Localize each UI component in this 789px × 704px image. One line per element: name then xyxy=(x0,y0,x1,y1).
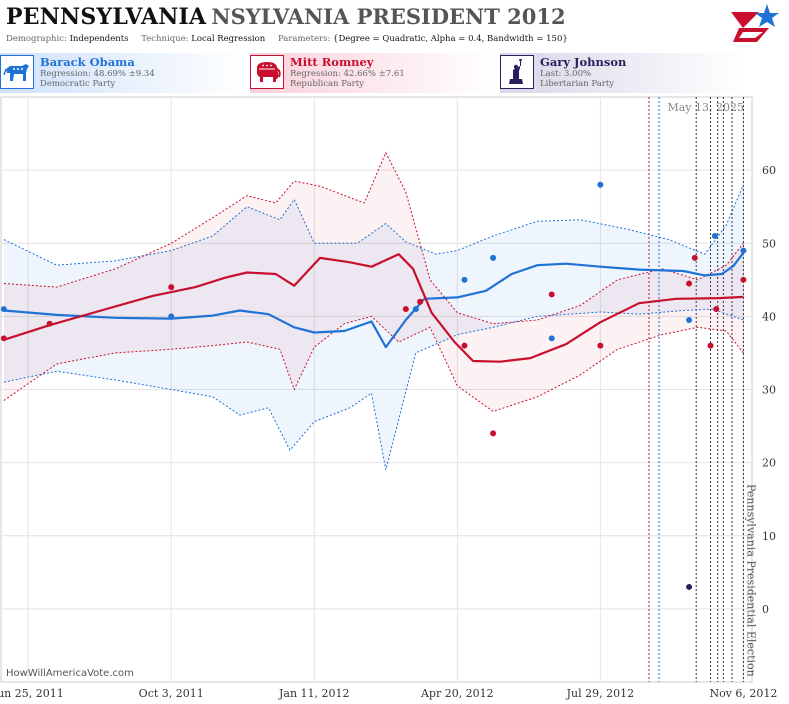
liberty-statue-icon xyxy=(500,55,534,89)
candidate-name: Gary Johnson xyxy=(540,55,627,69)
poll-point xyxy=(597,342,604,349)
y-tick-label: 0 xyxy=(762,603,769,616)
title-rest: NSYLVANIA PRESIDENT 2012 xyxy=(211,4,566,29)
parameters-value: {Degree = Quadratic, Alpha = 0.4, Bandwi… xyxy=(333,34,568,44)
poll-point xyxy=(548,335,555,342)
candidate-legend: Barack Obama Regression: 48.69% ±9.34 De… xyxy=(0,53,789,93)
poll-point xyxy=(686,583,693,590)
technique-value: Local Regression xyxy=(191,34,266,44)
candidate-name: Mitt Romney xyxy=(290,55,374,69)
poll-point xyxy=(686,317,693,324)
y-tick-label: 40 xyxy=(762,310,776,323)
candidate-name: Barack Obama xyxy=(40,55,135,69)
upper-bound-line xyxy=(3,151,744,325)
x-tick-label: Nov 6, 2012 xyxy=(709,687,777,700)
lower-bound-line xyxy=(3,315,744,412)
candidate-party: Libertarian Party xyxy=(540,79,615,89)
poll-chart: 0 10 20 30 40 50 60 Jun 25, 2011 Oct 3, 2011 Jan … xyxy=(0,96,777,700)
poll-point xyxy=(490,254,497,261)
poll-point xyxy=(740,247,747,254)
y-tick-label: 60 xyxy=(762,164,776,177)
x-tick-label: Oct 3, 2011 xyxy=(139,687,204,700)
donkey-icon xyxy=(0,55,34,89)
upper-bound-line xyxy=(3,184,744,266)
x-tick-label: Apr 20, 2012 xyxy=(420,687,494,700)
candidate-romney[interactable]: Mitt Romney Regression: 42.66% ±7.61 Rep… xyxy=(250,53,495,93)
poll-point xyxy=(707,342,714,349)
current-date-label: May 13, 2025 xyxy=(667,101,744,114)
site-logo-icon[interactable] xyxy=(729,2,781,48)
poll-point xyxy=(168,313,175,320)
poll-point xyxy=(597,181,604,188)
candidate-party: Republican Party xyxy=(290,79,364,89)
candidate-stat: Regression: 48.69% ±9.34 xyxy=(40,69,155,79)
poll-point xyxy=(713,306,720,313)
candidate-obama[interactable]: Barack Obama Regression: 48.69% ±9.34 De… xyxy=(0,53,245,93)
candidate-johnson[interactable]: Gary Johnson Last: 3.00% Libertarian Par… xyxy=(500,53,745,93)
poll-point xyxy=(490,430,497,437)
poll-point xyxy=(461,342,468,349)
chart-title: PENNSYLVANIA NSYLVANIA PRESIDENT 2012 xyxy=(6,4,566,34)
poll-point xyxy=(412,306,419,313)
poll-point xyxy=(0,306,7,313)
candidate-stat: Regression: 42.66% ±7.61 xyxy=(290,69,405,79)
parameters-label: Parameters: xyxy=(277,34,331,44)
poll-point xyxy=(691,254,698,261)
y-tick-label: 20 xyxy=(762,457,776,470)
y-tick-label: 30 xyxy=(762,384,776,397)
poll-point xyxy=(402,306,409,313)
poll-point xyxy=(168,284,175,291)
lower-bound-line xyxy=(3,308,744,471)
election-label: Pennsylvania Presidential Election xyxy=(744,484,757,677)
technique-label: Technique: xyxy=(141,34,189,44)
x-tick-label: Jun 25, 2011 xyxy=(0,687,64,700)
poll-point xyxy=(711,232,718,239)
poll-point xyxy=(46,320,53,327)
poll-point xyxy=(686,280,693,287)
demographic-label: Demographic: xyxy=(6,34,67,44)
x-tick-label: Jan 11, 2012 xyxy=(278,687,350,700)
y-tick-label: 50 xyxy=(762,237,776,250)
poll-point xyxy=(548,291,555,298)
poll-point xyxy=(0,335,7,342)
source-credit: HowWillAmericaVote.com xyxy=(6,668,134,679)
y-tick-label: 10 xyxy=(762,530,776,543)
parameters-line: Demographic: Independents Technique: Loc… xyxy=(6,34,578,44)
regression-line xyxy=(3,253,744,363)
x-tick-label: Jul 29, 2012 xyxy=(566,687,635,700)
candidate-stat: Last: 3.00% xyxy=(540,69,592,79)
demographic-value: Independents xyxy=(69,34,129,44)
elephant-icon xyxy=(250,55,284,89)
poll-point xyxy=(461,276,468,283)
candidate-party: Democratic Party xyxy=(40,79,116,89)
poll-point xyxy=(417,298,424,305)
poll-point xyxy=(740,276,747,283)
title-state: PENNSYLVANIA xyxy=(6,4,207,30)
